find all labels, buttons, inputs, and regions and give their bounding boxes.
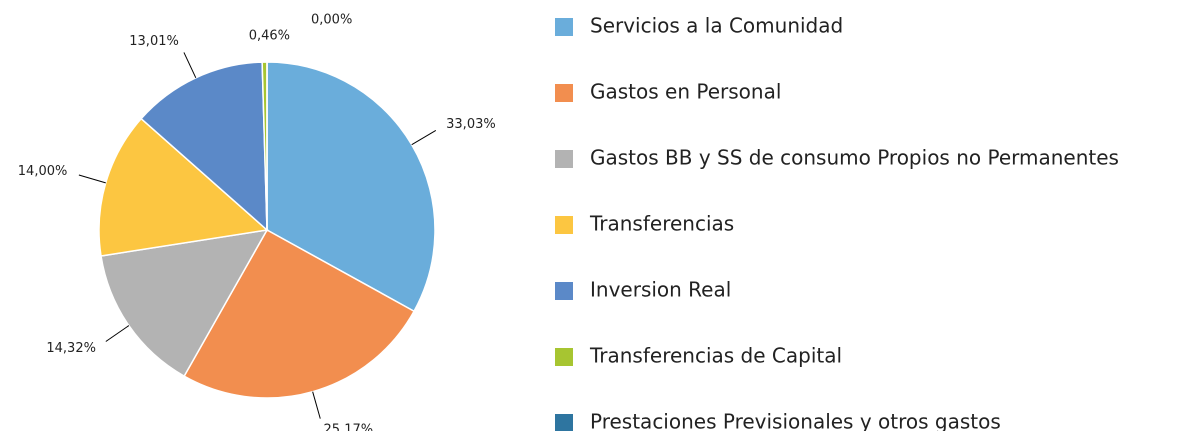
- legend-label: Servicios a la Comunidad: [590, 14, 843, 38]
- data-label: 14,32%: [46, 341, 96, 356]
- pie-slice: [140, 61, 268, 232]
- legend-label: Gastos en Personal: [590, 80, 781, 104]
- pie-slice: [98, 117, 269, 257]
- legend-swatch: [555, 150, 573, 168]
- legend-swatch: [555, 84, 573, 102]
- legend-swatch: [555, 282, 573, 300]
- legend-label: Prestaciones Previsionales y otros gasto…: [590, 410, 1001, 431]
- data-label: 25,17%: [324, 423, 374, 431]
- legend-label: Gastos BB y SS de consumo Propios no Per…: [590, 146, 1119, 170]
- leader-line: [105, 325, 130, 342]
- legend-swatch: [555, 18, 573, 36]
- pie-slice: [266, 61, 436, 313]
- legend-label: Transferencias de Capital: [589, 344, 842, 368]
- data-label: 13,01%: [129, 34, 179, 49]
- legend-label: Inversion Real: [590, 278, 731, 302]
- data-label: 0,46%: [249, 29, 290, 44]
- legend-label: Transferencias: [589, 212, 734, 236]
- leader-line: [312, 391, 321, 419]
- legend-swatch: [555, 348, 573, 366]
- leader-line: [411, 129, 437, 146]
- leader-line: [78, 174, 106, 184]
- pie-slice: [183, 228, 416, 399]
- data-label: 0,00%: [311, 13, 352, 28]
- data-label: 14,00%: [18, 164, 68, 179]
- legend-swatch: [555, 414, 573, 431]
- leader-line: [183, 52, 197, 79]
- legend-swatch: [555, 216, 573, 234]
- data-label: 33,03%: [446, 117, 496, 132]
